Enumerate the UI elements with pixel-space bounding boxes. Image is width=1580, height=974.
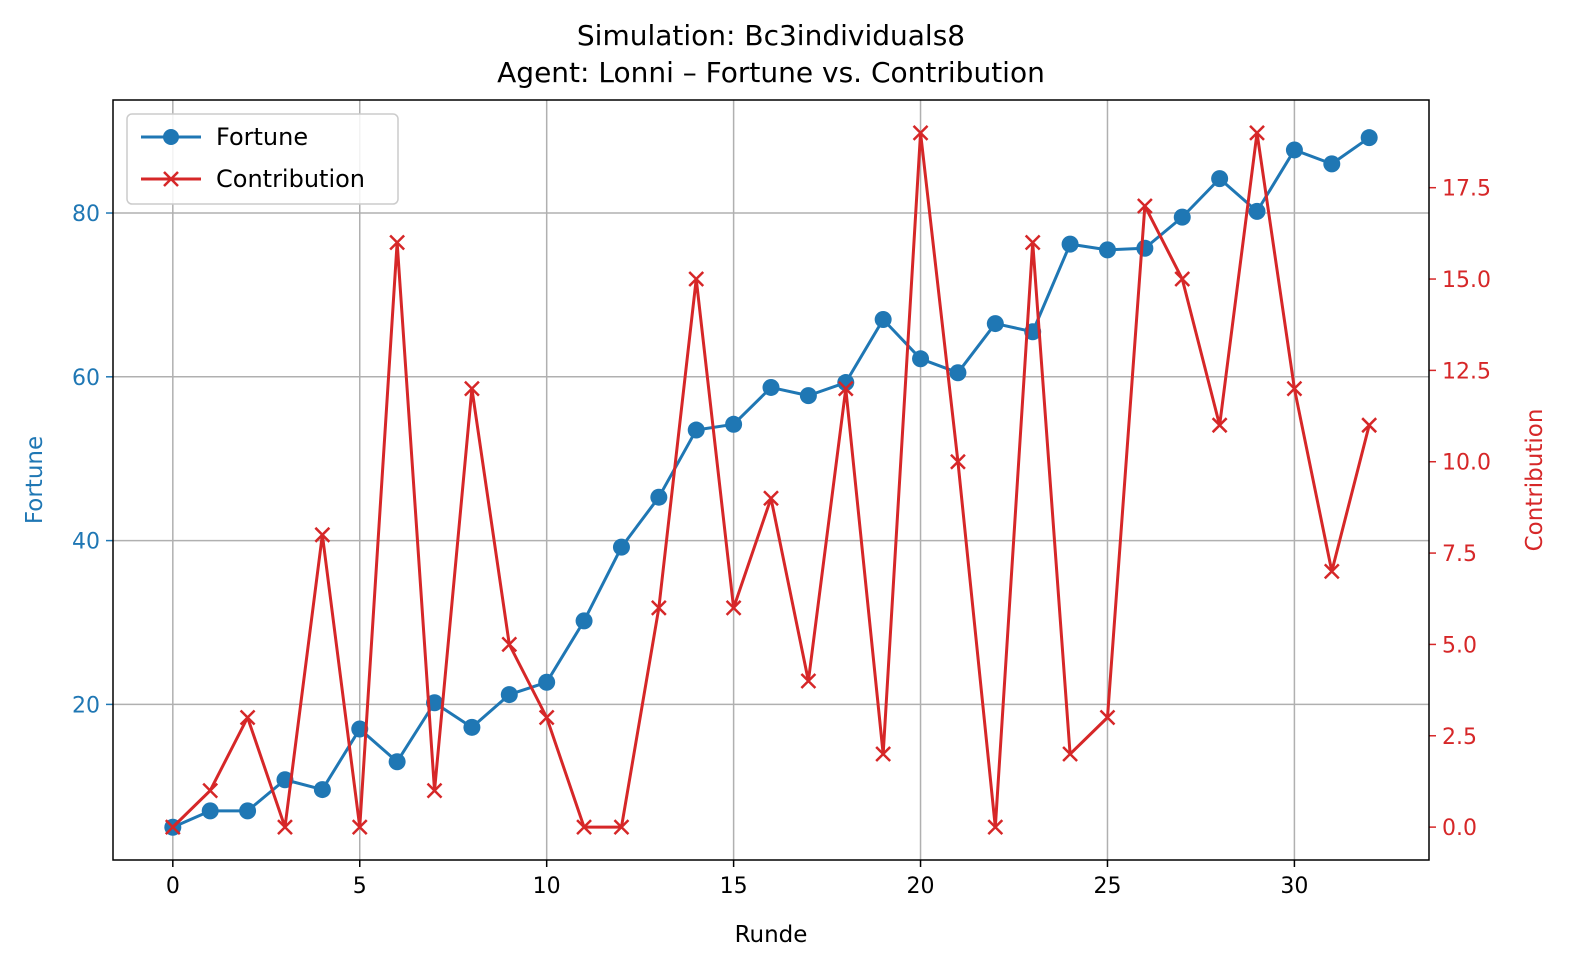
left-y-tick-label-2: 60 <box>72 366 100 391</box>
right-y-axis-ticks: 0.0 2.5 5.0 7.5 10.0 12.5 15.0 17.5 <box>1429 177 1491 841</box>
legend-contribution-label: Contribution <box>216 165 365 193</box>
fortune-point-21 <box>949 364 967 382</box>
fortune-point-20 <box>912 350 930 368</box>
fortune-point-2 <box>239 802 257 820</box>
fortune-point-17 <box>799 387 817 405</box>
x-tick-label-2: 10 <box>533 874 561 899</box>
right-y-axis-label: Contribution <box>1522 409 1548 552</box>
contribution-point-12 <box>613 819 630 835</box>
fortune-point-29 <box>1248 202 1266 220</box>
contribution-point-22 <box>987 819 1004 835</box>
contribution-point-30 <box>1286 380 1303 397</box>
contribution-point-25 <box>1099 709 1116 726</box>
contribution-point-7 <box>426 782 443 799</box>
contribution-point-23 <box>1024 234 1041 251</box>
contribution-point-24 <box>1062 746 1078 762</box>
fortune-point-14 <box>687 421 705 439</box>
gridlines <box>113 100 1429 860</box>
contribution-point-28 <box>1211 417 1228 434</box>
right-y-tick-label-4: 10.0 <box>1442 451 1491 476</box>
right-y-tick-label-5: 12.5 <box>1442 359 1491 384</box>
fortune-point-9 <box>500 686 518 704</box>
right-y-tick-label-0: 0.0 <box>1442 816 1477 841</box>
legend: Fortune Contribution <box>126 113 399 205</box>
fortune-point-18 <box>837 374 855 392</box>
legend-fortune-marker <box>163 129 179 145</box>
fortune-point-6 <box>388 753 406 771</box>
fortune-point-4 <box>313 781 331 799</box>
fortune-point-26 <box>1136 239 1154 257</box>
plot-frame <box>112 99 1430 861</box>
fortune-point-1 <box>201 802 219 820</box>
fortune-point-19 <box>874 310 892 328</box>
contribution-point-21 <box>950 453 966 470</box>
chart-title: Simulation: Bc3individuals8 <box>577 19 965 52</box>
contribution-point-13 <box>650 600 667 616</box>
fortune-point-31 <box>1323 155 1341 173</box>
x-tick-label-5: 25 <box>1093 874 1121 899</box>
fortune-point-27 <box>1173 208 1191 226</box>
fortune-point-30 <box>1285 141 1303 159</box>
legend-contribution-marker <box>163 171 179 187</box>
left-y-tick-label-3: 80 <box>72 202 100 227</box>
contribution-point-2 <box>239 709 256 726</box>
fortune-point-15 <box>725 415 743 433</box>
contribution-point-27 <box>1174 271 1191 287</box>
contribution-point-1 <box>202 782 219 799</box>
contribution-point-9 <box>501 636 518 653</box>
contribution-point-32 <box>1361 417 1378 434</box>
fortune-point-22 <box>986 315 1004 333</box>
contribution-point-29 <box>1249 125 1265 141</box>
contribution-point-19 <box>875 746 892 762</box>
right-y-tick-label-7: 17.5 <box>1442 177 1491 202</box>
chart-subtitle: Agent: Lonni – Fortune vs. Contribution <box>497 56 1045 89</box>
contribution-point-31 <box>1323 563 1340 580</box>
legend-fortune-label: Fortune <box>216 123 308 151</box>
fortune-point-24 <box>1061 235 1079 253</box>
x-tick-label-1: 5 <box>353 874 367 899</box>
left-y-tick-label-0: 20 <box>72 693 100 718</box>
x-axis-label: Runde <box>735 922 808 948</box>
series-contribution <box>164 125 1378 835</box>
contribution-point-10 <box>538 709 555 726</box>
x-tick-label-6: 30 <box>1280 874 1308 899</box>
x-axis-ticks: 0 5 10 15 20 25 30 <box>166 860 1308 899</box>
contribution-point-8 <box>464 380 480 397</box>
contribution-point-4 <box>314 526 331 543</box>
fortune-point-25 <box>1098 241 1116 259</box>
right-y-tick-label-2: 5.0 <box>1442 633 1477 658</box>
right-y-tick-label-1: 2.5 <box>1442 725 1477 750</box>
contribution-point-6 <box>389 234 406 251</box>
contribution-point-5 <box>351 819 368 835</box>
contribution-point-26 <box>1136 198 1153 214</box>
contribution-point-3 <box>277 819 293 835</box>
series-fortune <box>164 129 1378 836</box>
left-y-axis-label: Fortune <box>22 436 48 524</box>
left-y-axis-ticks: 20 40 60 80 <box>72 202 113 718</box>
x-tick-label-3: 15 <box>720 874 748 899</box>
fortune-point-32 <box>1360 129 1378 147</box>
x-tick-label-0: 0 <box>166 874 180 899</box>
right-y-tick-label-6: 15.0 <box>1442 268 1491 293</box>
right-y-tick-label-3: 7.5 <box>1442 542 1477 567</box>
left-y-tick-label-1: 40 <box>72 530 100 555</box>
contribution-point-18 <box>837 380 854 397</box>
fortune-point-28 <box>1211 170 1229 188</box>
fortune-point-5 <box>351 720 369 738</box>
fortune-point-12 <box>612 538 630 556</box>
contribution-point-20 <box>912 125 929 141</box>
contribution-point-0 <box>164 819 181 835</box>
contribution-point-16 <box>763 490 779 507</box>
fortune-point-11 <box>575 612 593 630</box>
fortune-point-8 <box>463 718 481 736</box>
contribution-point-15 <box>725 600 742 616</box>
contribution-point-17 <box>800 673 817 689</box>
contribution-point-11 <box>576 819 592 835</box>
fortune-point-13 <box>650 488 668 506</box>
contribution-point-14 <box>688 271 705 287</box>
fortune-point-16 <box>762 378 780 396</box>
fortune-point-10 <box>538 673 556 691</box>
x-tick-label-4: 20 <box>907 874 935 899</box>
